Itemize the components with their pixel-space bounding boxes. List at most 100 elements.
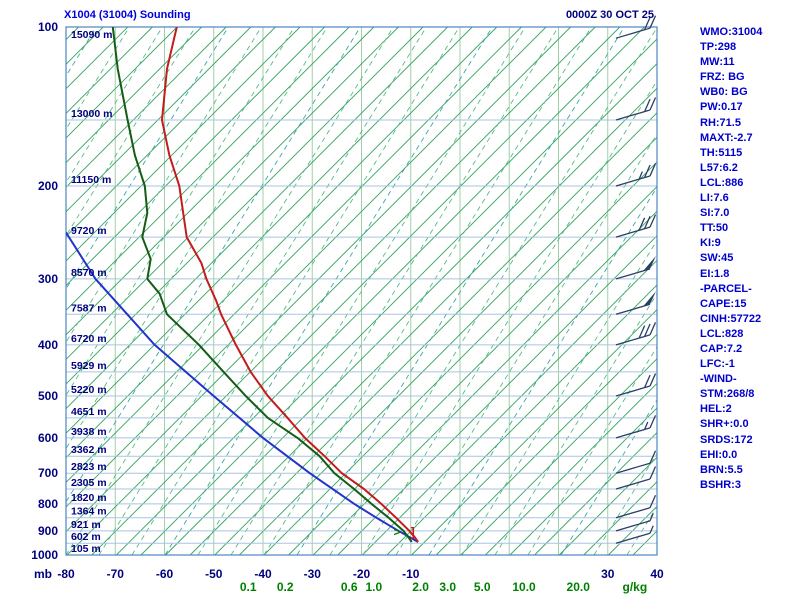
stat-line-29: BRN:5.5 [700,463,743,476]
stat-line-1: TP:298 [700,41,737,54]
stats-panel: WMO:31004 TP:298 MW:11 FRZ: BG WB0: BG PW:0.1… [700,25,762,493]
wind-barb-full [649,322,657,336]
stat-line-15: SW:45 [700,252,734,265]
wind-barb-staff [615,478,651,490]
pressure-label-500: 500 [38,389,58,403]
wind-barb-full [643,215,651,229]
wind-barb-pennant [643,255,656,271]
pressure-label-700: 700 [38,466,58,480]
height-label-850: 1364 m [71,506,107,518]
stat-line-16: EI:1.8 [700,267,730,280]
temp-label: -20 [353,567,371,581]
stat-line-24: STM:268/8 [700,388,755,401]
wind-barb-full [643,164,651,178]
height-label-400: 6720 m [71,333,107,345]
stat-line-26: SHR+:0.0 [700,418,749,431]
wind-barb-full [649,466,657,480]
stat-line-7: MAXT:-2.7 [700,131,753,144]
pressure-label-900: 900 [38,524,58,538]
stat-line-17: -PARCEL- [700,282,752,295]
stat-line-2: MW:11 [700,56,735,69]
stat-line-0: WMO:31004 [700,26,763,38]
pressure-label-100: 100 [38,20,58,34]
stat-line-12: SI:7.0 [700,207,730,220]
height-label-650: 3362 m [71,444,107,456]
wind-barb-staff [615,427,651,439]
pressure-unit-label: mb [34,567,52,581]
ratio-label: 10.0 [512,580,536,594]
wind-barb-staff [615,303,651,315]
wind-barb-full [649,15,657,29]
stat-line-6: RH:71.5 [700,116,741,129]
stat-line-22: LFC:-1 [700,358,735,371]
wind-barb-staff [615,268,651,280]
temp-label: -30 [304,567,322,581]
temp-label: 30 [601,567,615,581]
pressure-label-400: 400 [38,338,58,352]
wind-barb-staff [615,507,651,519]
temp-label: 40 [650,567,664,581]
wind-barb-full [649,373,657,387]
mixing-ratio-labels: 0.1 0.2 0.6 1.0 2.0 3.0 5.0 10.0 20.0 g/kg [240,580,647,594]
height-label-950: 602 m [71,531,101,543]
pressure-label-1000: 1000 [31,548,58,562]
stat-line-27: SRDS:172 [700,433,753,446]
wind-barb-full [649,450,657,464]
wind-barb-full [643,17,651,31]
temperature-axis-labels: -80 -70 -60 -50 -40 -30 -20 -10 30 40 [57,567,664,581]
height-label-800: 1820 m [71,492,107,504]
temp-label: -60 [156,567,174,581]
height-label-200: 11150 m [71,174,111,186]
pressure-label-800: 800 [38,497,58,511]
stat-line-9: L57:6.2 [700,161,738,174]
wind-barb-full [649,163,657,177]
stat-line-4: WB0: BG [700,86,748,99]
ratio-label: 0.6 [341,580,358,594]
stat-line-25: HEL:2 [700,403,732,416]
wind-barb-staff [615,109,651,121]
stat-line-5: PW:0.17 [700,101,743,114]
wind-barb-staff [615,385,651,397]
stat-line-30: BSHR:3 [700,478,741,491]
ratio-label: 2.0 [412,580,429,594]
wind-barb-half [643,421,649,430]
dry-adiabat-lines [66,27,657,555]
temp-label: -40 [254,567,272,581]
moist-adiabat-lines [66,27,657,555]
stat-line-10: LCL:886 [700,176,744,189]
pressure-label-200: 200 [38,179,58,193]
ratio-label: 5.0 [474,580,491,594]
height-label-150: 13000 m [71,108,112,120]
stat-line-11: LI:7.6 [700,192,729,205]
height-label-600: 3938 m [71,426,107,438]
parcel-trace [66,231,419,543]
ratio-label: 20.0 [567,580,591,594]
level-marker: > [393,525,400,539]
wind-barb-staff [615,175,651,187]
height-label-1000: 105 m [71,543,101,555]
wind-barb-full [643,323,651,337]
wind-barb-staff [615,27,651,39]
sounding-chart: >] 100 200 300 400 500 600 700 800 900 1000 mb 15090… [31,15,664,594]
stat-line-19: CINH:57722 [700,312,762,325]
pressure-gridlines [66,26,657,556]
wind-barb-full [638,325,646,339]
chart-title: X1004 (31004) Sounding [64,9,191,21]
pressure-label-600: 600 [38,431,58,445]
height-label-300: 8570 m [71,267,107,279]
sounding-traces [66,27,419,543]
wind-barb-half [638,171,643,180]
height-label-350: 7587 m [71,302,107,314]
wind-barb-full [649,415,657,429]
height-label-900: 921 m [71,519,101,531]
temp-label: -10 [402,567,420,581]
stat-line-23: -WIND- [700,373,737,386]
wind-barb-staff [615,334,651,346]
wind-barb-full [643,374,651,388]
temp-label: -80 [57,567,75,581]
wind-barb-full [638,217,646,231]
stat-line-13: TT:50 [700,222,729,235]
pressure-label-300: 300 [38,272,58,286]
stat-line-28: EHI:0.0 [700,448,738,461]
